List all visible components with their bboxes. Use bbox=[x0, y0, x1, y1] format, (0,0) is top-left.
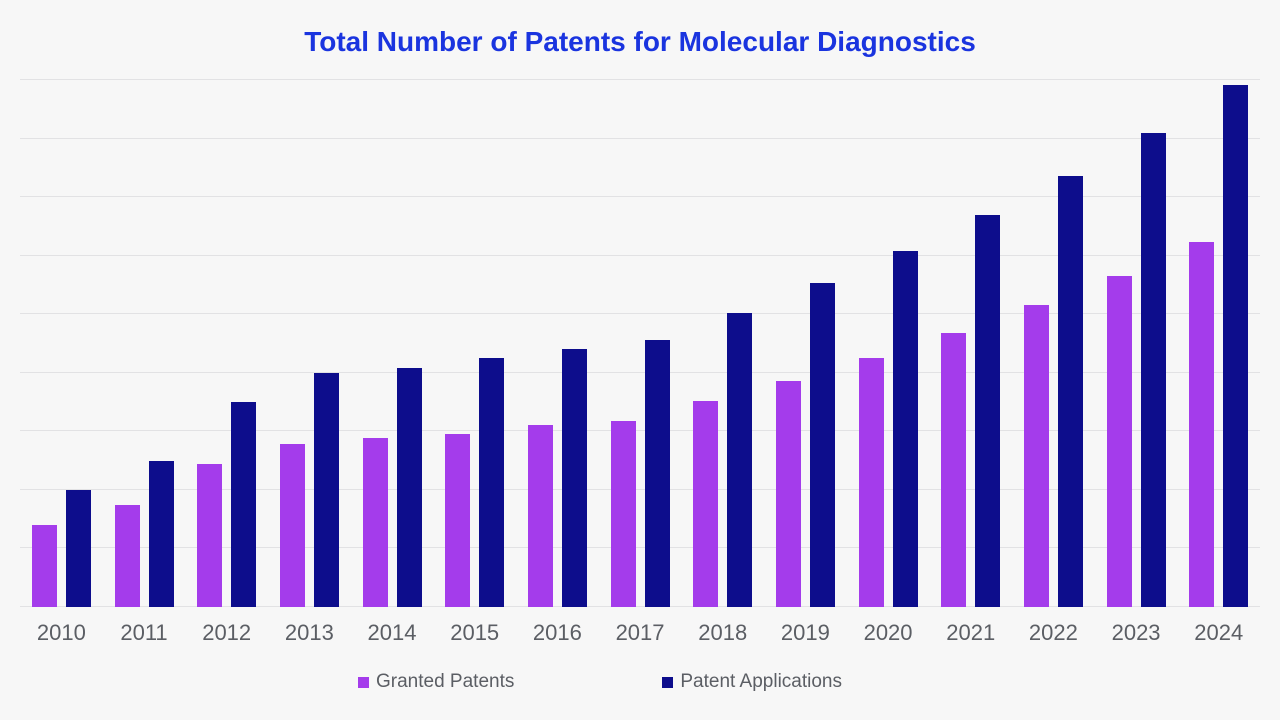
gridline-4000 bbox=[20, 137, 1260, 139]
x-axis-label-2024: 2024 bbox=[1194, 620, 1244, 645]
legend-item-granted: Granted Patents bbox=[358, 671, 514, 693]
legend-item-applications: Patent Applications bbox=[662, 671, 842, 693]
bar-granted-2017[interactable] bbox=[610, 420, 636, 607]
gridline-0 bbox=[20, 606, 1260, 607]
bar-group-2010 bbox=[20, 80, 103, 607]
bar-granted-2013[interactable] bbox=[279, 444, 305, 607]
bar-group-2021 bbox=[929, 80, 1012, 607]
bar-applications-2014[interactable] bbox=[396, 368, 422, 607]
x-axis-label-2011: 2011 bbox=[120, 620, 168, 645]
bar-group-2012 bbox=[185, 80, 268, 607]
x-axis-label-2020: 2020 bbox=[863, 620, 913, 645]
bar-applications-2023[interactable] bbox=[1140, 132, 1166, 607]
bar-group-2017 bbox=[599, 80, 682, 607]
gridlines bbox=[20, 79, 1260, 607]
legend-label: Granted Patents bbox=[376, 671, 515, 692]
x-axis-labels: 2010 2011 2012 2013 2014 2015 2016 2017 2018 2019… bbox=[20, 607, 1260, 646]
bar-granted-2022[interactable] bbox=[1023, 304, 1049, 607]
legend-swatch-icon bbox=[662, 676, 674, 688]
bar-granted-2015[interactable] bbox=[445, 433, 471, 607]
bar-group-2013 bbox=[268, 80, 351, 607]
bar-group-2011 bbox=[103, 80, 186, 607]
bar-granted-2014[interactable] bbox=[362, 438, 388, 607]
bar-granted-2019[interactable] bbox=[775, 380, 801, 607]
x-axis-label-2017: 2017 bbox=[615, 620, 665, 645]
gridline-1000 bbox=[20, 488, 1260, 490]
bar-granted-2021[interactable] bbox=[941, 332, 967, 607]
x-axis-label-2018: 2018 bbox=[698, 620, 748, 645]
bar-group-2015 bbox=[433, 80, 516, 607]
bar-granted-2011[interactable] bbox=[114, 505, 140, 607]
bar-group-2024 bbox=[1177, 80, 1260, 607]
bar-applications-2018[interactable] bbox=[727, 313, 753, 607]
bar-granted-2024[interactable] bbox=[1189, 241, 1215, 607]
bar-applications-2024[interactable] bbox=[1223, 84, 1249, 607]
bar-group-2022 bbox=[1012, 80, 1095, 607]
bar-group-2019 bbox=[764, 80, 847, 607]
bar-granted-2010[interactable] bbox=[31, 525, 57, 607]
x-axis-label-2023: 2023 bbox=[1111, 620, 1161, 645]
bar-applications-2017[interactable] bbox=[644, 340, 670, 607]
bar-group-2020 bbox=[847, 80, 930, 607]
x-axis-label-2016: 2016 bbox=[532, 620, 582, 645]
gridline-500 bbox=[20, 547, 1260, 549]
bar-applications-2021[interactable] bbox=[975, 214, 1001, 607]
bar-applications-2020[interactable] bbox=[892, 250, 918, 607]
x-axis-label-2014: 2014 bbox=[367, 620, 417, 645]
bar-granted-2018[interactable] bbox=[693, 400, 719, 607]
bar-granted-2016[interactable] bbox=[527, 425, 553, 607]
bar-group-2018 bbox=[681, 80, 764, 607]
bar-granted-2023[interactable] bbox=[1106, 275, 1132, 607]
x-axis-label-2015: 2015 bbox=[450, 620, 500, 645]
gridline-3500 bbox=[20, 196, 1260, 198]
legend-label: Patent Applications bbox=[680, 671, 842, 692]
plot-area bbox=[20, 79, 1260, 607]
legend: Granted Patents Patent Applications bbox=[0, 671, 1240, 693]
bar-applications-2011[interactable] bbox=[148, 460, 174, 607]
gridline-3000 bbox=[20, 254, 1260, 256]
x-axis-label-2021: 2021 bbox=[946, 620, 996, 645]
bar-applications-2016[interactable] bbox=[561, 349, 587, 607]
chart-title: Total Number of Patents for Molecular Di… bbox=[304, 26, 976, 57]
x-axis-label-2010: 2010 bbox=[36, 620, 86, 645]
bar-applications-2013[interactable] bbox=[313, 372, 339, 607]
bar-applications-2012[interactable] bbox=[231, 402, 257, 607]
x-axis-label-2019: 2019 bbox=[780, 620, 830, 645]
gridline-2000 bbox=[20, 371, 1260, 373]
x-axis-label-2012: 2012 bbox=[202, 620, 252, 645]
bar-applications-2022[interactable] bbox=[1057, 176, 1083, 607]
bar-granted-2012[interactable] bbox=[197, 464, 223, 607]
bar-groups bbox=[20, 80, 1260, 607]
x-axis-label-2013: 2013 bbox=[284, 620, 334, 645]
bar-applications-2015[interactable] bbox=[479, 357, 505, 607]
gridline-2500 bbox=[20, 313, 1260, 315]
gridline-1500 bbox=[20, 430, 1260, 432]
legend-swatch-icon bbox=[358, 676, 369, 688]
bar-applications-2019[interactable] bbox=[809, 282, 835, 607]
bar-granted-2020[interactable] bbox=[858, 357, 884, 607]
bar-group-2016 bbox=[516, 80, 599, 607]
gridline-4500 bbox=[20, 79, 1260, 80]
x-axis-label-2022: 2022 bbox=[1028, 620, 1078, 645]
bar-group-2014 bbox=[351, 80, 434, 607]
bar-group-2023 bbox=[1095, 80, 1178, 607]
bar-applications-2010[interactable] bbox=[65, 489, 91, 607]
